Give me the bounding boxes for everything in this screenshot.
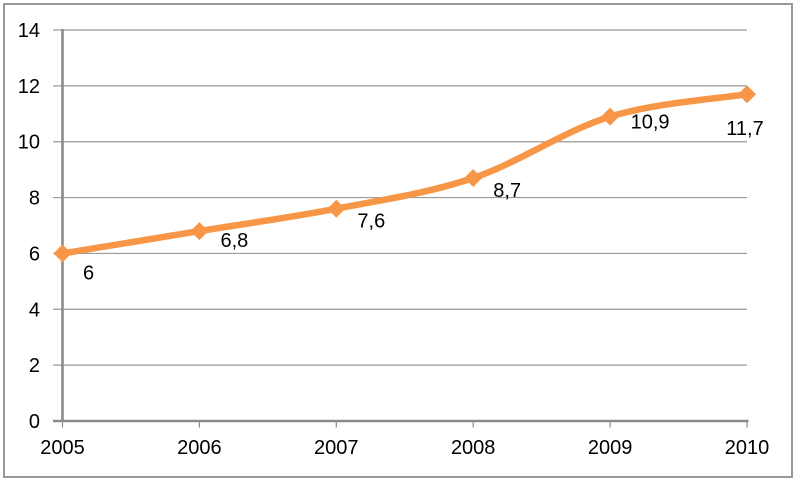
y-tick-label-4: 4 (29, 299, 40, 321)
x-tick-label-2010: 2010 (725, 437, 770, 459)
data-point-marker-2006 (190, 222, 209, 241)
data-label-2005: 6 (83, 262, 94, 284)
data-label-2010: 11,7 (726, 118, 763, 140)
y-tick-label-14: 14 (18, 20, 40, 42)
data-point-marker-2009 (601, 107, 620, 126)
data-point-marker-2010 (738, 85, 756, 104)
data-label-2007: 7,6 (357, 211, 385, 233)
y-tick-label-12: 12 (18, 76, 40, 98)
x-tick-label-2007: 2007 (314, 437, 359, 459)
data-label-2009: 10,9 (631, 112, 670, 134)
y-tick-label-0: 0 (29, 411, 40, 433)
x-tick-label-2006: 2006 (177, 437, 222, 459)
data-point-marker-2008 (464, 169, 483, 188)
data-point-marker-2007 (327, 199, 346, 218)
x-tick-label-2009: 2009 (588, 437, 633, 459)
data-label-2008: 8,7 (493, 180, 521, 202)
y-tick-label-8: 8 (29, 188, 40, 210)
y-tick-label-10: 10 (18, 132, 40, 154)
data-point-marker-2005 (53, 244, 72, 263)
x-tick-label-2008: 2008 (451, 437, 496, 459)
y-tick-label-6: 6 (29, 243, 40, 265)
series-line (59, 90, 751, 257)
y-tick-label-2: 2 (29, 355, 40, 377)
data-label-2006: 6,8 (220, 230, 248, 252)
x-tick-label-2005: 2005 (40, 437, 85, 459)
